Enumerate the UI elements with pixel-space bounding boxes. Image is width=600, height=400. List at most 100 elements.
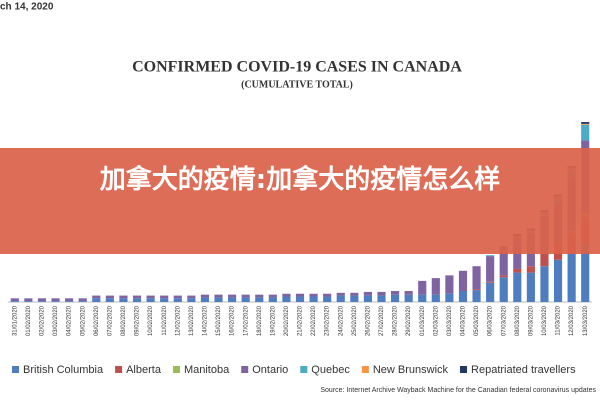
bar-segment: [160, 298, 169, 302]
x-tick-label: 10/03/2020: [542, 305, 548, 336]
legend-swatch: [172, 366, 180, 373]
x-tick-label: 11/03/2020: [556, 305, 562, 335]
bar-segment: [160, 295, 169, 299]
x-tick-label: 13/02/2020: [189, 305, 195, 336]
bar-segment: [472, 289, 481, 291]
bar-segment: [363, 295, 372, 302]
bar-segment: [309, 296, 318, 302]
x-tick-label: 09/02/2020: [135, 305, 141, 336]
bar-segment: [336, 295, 345, 302]
bar-segment: [173, 298, 182, 302]
bar-segment: [486, 255, 495, 257]
bar-segment: [187, 298, 196, 302]
bar-segment: [581, 123, 590, 125]
bar-segment: [214, 294, 223, 298]
bar-segment: [445, 275, 454, 294]
legend-label: New Brunswick: [373, 364, 449, 376]
bar-segment: [581, 124, 590, 141]
bar-segment: [499, 277, 508, 302]
x-tick-label: 29/02/2020: [406, 305, 412, 336]
x-tick-label: 07/03/2020: [501, 305, 507, 336]
x-tick-label: 02/03/2020: [433, 305, 439, 336]
x-tick-label: 03/02/2020: [53, 305, 59, 336]
bar-segment: [472, 266, 481, 290]
x-tick-label: 17/02/2020: [243, 305, 249, 336]
x-tick-label: 10/02/2020: [148, 305, 154, 336]
bar-segment: [377, 295, 386, 302]
bar-segment: [350, 295, 359, 302]
bar-segment: [146, 298, 155, 302]
x-tick-label: 27/02/2020: [379, 305, 385, 336]
bar-segment: [105, 298, 114, 302]
legend-swatch: [115, 366, 123, 373]
bar-segment: [499, 275, 508, 278]
x-tick-label: 18/02/2020: [257, 305, 263, 336]
x-tick-label: 24/02/2020: [338, 305, 344, 336]
x-tick-label: 05/02/2020: [80, 305, 86, 336]
bar-segment: [486, 282, 495, 302]
bar-segment: [228, 294, 237, 298]
bar-segment: [431, 278, 440, 295]
bar-segment: [268, 297, 277, 302]
bar-segment: [24, 301, 33, 302]
x-tick-label: 07/02/2020: [107, 305, 113, 336]
bar-segment: [282, 296, 291, 302]
x-tick-label: 13/03/2020: [583, 305, 589, 336]
bar-segment: [146, 295, 155, 299]
bar-segment: [486, 281, 495, 283]
x-tick-label: 19/02/2020: [270, 305, 276, 336]
bar-segment: [513, 272, 522, 302]
bar-segment: [526, 272, 535, 302]
x-tick-label: 04/02/2020: [67, 305, 73, 336]
legend-label: Quebec: [311, 364, 350, 376]
bar-segment: [119, 295, 128, 299]
bar-segment: [78, 298, 87, 302]
bar-segment: [119, 298, 128, 302]
x-tick-label: 11/02/2020: [162, 305, 168, 335]
chart-title: CONFIRMED COVID-19 CASES IN CANADA: [132, 59, 462, 76]
legend-label: Alberta: [126, 364, 162, 376]
bar-segment: [567, 253, 576, 302]
bar-segment: [241, 297, 250, 302]
legend-swatch: [241, 366, 249, 373]
x-tick-label: 05/03/2020: [474, 305, 480, 336]
bar-segment: [323, 296, 332, 302]
bar-segment: [323, 293, 332, 297]
bar-segment: [540, 253, 549, 267]
bar-segment: [418, 294, 427, 302]
bar-segment: [282, 293, 291, 297]
bar-segment: [350, 292, 359, 296]
bar-segment: [581, 243, 590, 302]
bar-segment: [336, 292, 345, 296]
x-tick-label: 16/02/2020: [230, 305, 236, 336]
bar-segment: [255, 297, 264, 302]
x-tick-label: 20/02/2020: [284, 305, 290, 336]
bar-segment: [173, 295, 182, 299]
bar-segment: [255, 294, 264, 298]
x-tick-label: 15/02/2020: [216, 305, 222, 336]
bar-segment: [268, 294, 277, 298]
legend-swatch: [300, 366, 308, 373]
bar-segment: [526, 266, 535, 273]
bar-segment: [37, 301, 47, 302]
bar-segment: [377, 291, 386, 296]
legend-label: Repatriated travellers: [471, 364, 576, 376]
legend-label: Manitoba: [184, 364, 230, 376]
bar-segment: [37, 298, 47, 302]
bar-segment: [92, 295, 101, 299]
x-tick-label: 23/02/2020: [325, 305, 331, 336]
legend-swatch: [361, 366, 369, 373]
bar-segment: [309, 293, 318, 297]
bar-segment: [472, 290, 481, 302]
bar-segment: [78, 301, 87, 302]
bar-segment: [445, 293, 454, 302]
chart-subtitle: (CUMULATIVE TOTAL): [241, 79, 353, 90]
legend-label: Ontario: [252, 364, 288, 376]
x-tick-label: 01/03/2020: [420, 305, 426, 336]
x-tick-label: 08/02/2020: [121, 305, 127, 336]
bar-segment: [513, 268, 522, 273]
bar-segment: [200, 297, 210, 302]
x-tick-label: 08/03/2020: [515, 305, 521, 336]
